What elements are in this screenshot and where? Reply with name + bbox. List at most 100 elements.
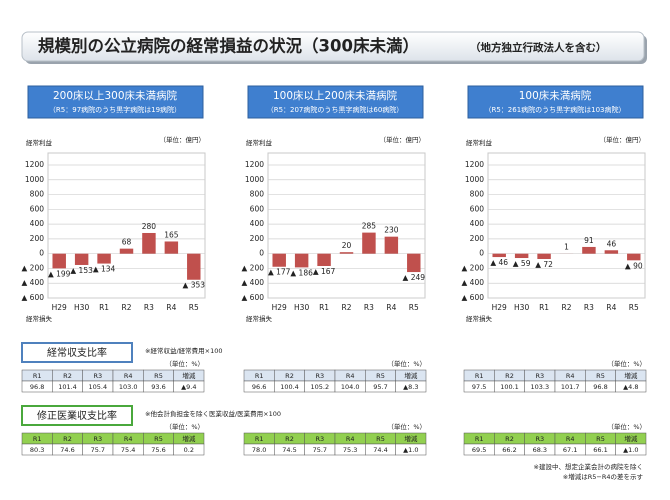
bar — [604, 250, 619, 254]
value-label: ▲ 134 — [93, 265, 116, 274]
x-tick-label: H30 — [294, 303, 309, 312]
column-header: R4 — [346, 435, 355, 443]
x-tick-label: R3 — [584, 303, 594, 312]
bar — [627, 253, 641, 261]
y-tick-label: 1000 — [465, 175, 484, 184]
column-header: R1 — [33, 372, 42, 380]
x-tick-label: R2 — [342, 303, 352, 312]
cell-value: ▲1.0 — [403, 446, 418, 454]
cell-value: 78.0 — [252, 446, 266, 454]
x-tick-label: R5 — [189, 303, 199, 312]
x-tick-label: R4 — [606, 303, 616, 312]
bar — [119, 248, 134, 254]
x-tick-label: H30 — [74, 303, 89, 312]
y-label: 経常利益 — [466, 138, 493, 147]
value-label: 165 — [164, 230, 179, 239]
y-tick-label: 0 — [39, 249, 44, 258]
bar — [514, 253, 529, 259]
y-tick-label: 0 — [479, 249, 484, 258]
value-label: ▲ 186 — [290, 268, 313, 277]
column-header: R5 — [596, 372, 605, 380]
x-tick-label: R1 — [319, 303, 329, 312]
cell-value: 75.3 — [343, 446, 357, 454]
bar — [142, 232, 156, 254]
cell-value: 103.3 — [531, 383, 550, 391]
title-box — [21, 31, 645, 62]
x-tick-label: R5 — [409, 303, 419, 312]
y-tick-label: ▲ 600 — [242, 293, 265, 302]
bar — [492, 253, 506, 258]
bar — [164, 241, 179, 254]
column-header: R3 — [536, 372, 545, 380]
y-tick-label: 1200 — [25, 160, 44, 169]
plot-area — [487, 152, 646, 299]
table-unit: （単位：%） — [607, 422, 646, 431]
x-tick-label: R1 — [99, 303, 109, 312]
value-label: ▲ 167 — [313, 267, 336, 276]
x-tick-label: H29 — [492, 303, 507, 312]
bar — [272, 253, 286, 267]
bar — [52, 253, 66, 269]
y-label: 経常利益 — [26, 138, 53, 147]
bar — [339, 252, 354, 254]
column-header: R1 — [475, 435, 484, 443]
title-note: （地方独立行政法人を含む） — [470, 41, 607, 54]
column-header: R3 — [316, 435, 325, 443]
cell-value: 96.8 — [30, 383, 44, 391]
column-header: R5 — [154, 435, 163, 443]
table-unit: （単位：%） — [165, 422, 204, 431]
value-cell — [615, 443, 647, 456]
column-header: 増減 — [182, 434, 196, 443]
cell-value: 103.0 — [119, 383, 138, 391]
table-title: 修正医業収支比率 — [37, 409, 117, 422]
x-tick-label: R3 — [144, 303, 154, 312]
y-tick-label: ▲ 600 — [22, 293, 45, 302]
cell-value: 74.5 — [282, 446, 296, 454]
footnote: ※増減はR5−R4の差を示す — [563, 472, 644, 481]
column-header: R1 — [475, 372, 484, 380]
value-label: 91 — [584, 236, 594, 245]
value-cell — [173, 443, 205, 456]
table-title: 経常収支比率 — [47, 346, 107, 359]
y-tick-label: ▲ 400 — [22, 278, 45, 287]
cell-value: 75.4 — [121, 446, 135, 454]
value-label: 20 — [342, 241, 352, 250]
bar — [187, 253, 201, 280]
column-header: R2 — [63, 435, 72, 443]
column-header: 増減 — [404, 434, 418, 443]
plot-area — [47, 152, 206, 299]
bar — [74, 253, 89, 265]
value-label: 46 — [607, 239, 617, 248]
panel-title: 100床以上200床未満病院 — [273, 89, 398, 102]
column-header: 増減 — [404, 371, 418, 380]
column-header: R5 — [376, 435, 385, 443]
panel-subtitle: （R5：207病院のうち黒字病院は60病院） — [267, 105, 404, 114]
column-header: R3 — [316, 372, 325, 380]
cell-value: 66.2 — [502, 446, 516, 454]
value-label: 68 — [122, 238, 132, 247]
cell-value: 96.6 — [252, 383, 266, 391]
value-label: 230 — [384, 226, 399, 235]
cell-value: 75.7 — [91, 446, 105, 454]
cell-value: 100.4 — [280, 383, 299, 391]
x-tick-label: R1 — [539, 303, 549, 312]
y-tick-label: 600 — [250, 204, 265, 213]
table-note: ※他会計負担金を除く医業収益/医業費用×100 — [145, 409, 281, 418]
panel-title: 100床未満病院 — [519, 89, 592, 102]
cell-value: 105.2 — [311, 383, 330, 391]
y-tick-label: ▲ 200 — [242, 263, 265, 272]
cell-value: ▲9.4 — [181, 383, 196, 391]
table-title-box — [21, 342, 133, 363]
cell-value: 96.8 — [593, 383, 607, 391]
x-tick-label: R2 — [122, 303, 132, 312]
column-header: 増減 — [182, 371, 196, 380]
y-tick-label: ▲ 400 — [242, 278, 265, 287]
cell-value: 66.1 — [593, 446, 607, 454]
bar — [582, 246, 596, 254]
bar — [537, 253, 551, 259]
cell-value: 95.7 — [373, 383, 387, 391]
value-label: 285 — [362, 222, 377, 231]
y-tick-label: 0 — [259, 249, 264, 258]
cell-value: 105.4 — [89, 383, 108, 391]
